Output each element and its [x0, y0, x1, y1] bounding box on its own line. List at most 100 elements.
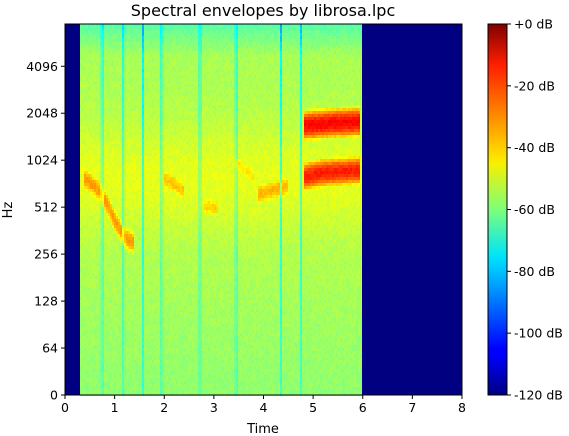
heatmap-cell	[158, 231, 160, 234]
heatmap-cell	[102, 204, 104, 207]
heatmap-cell	[114, 228, 116, 231]
heatmap-cell	[138, 135, 140, 138]
heatmap-cell	[128, 114, 130, 117]
heatmap-cell	[112, 189, 114, 192]
heatmap-cell	[112, 48, 114, 51]
heatmap-cell	[94, 225, 96, 228]
heatmap-cell	[156, 255, 158, 258]
heatmap-cell	[104, 45, 106, 48]
heatmap-cell	[154, 168, 156, 171]
heatmap-cell	[100, 108, 102, 111]
heatmap-cell	[118, 258, 120, 261]
heatmap-cell	[140, 108, 142, 111]
heatmap-cell	[96, 33, 98, 36]
heatmap-cell	[134, 255, 136, 258]
heatmap-cell	[110, 216, 112, 219]
heatmap-cell	[100, 297, 102, 300]
heatmap-cell	[82, 369, 84, 372]
heatmap-cell	[96, 87, 98, 90]
heatmap-cell	[144, 96, 146, 99]
heatmap-cell	[138, 237, 140, 240]
heatmap-cell	[126, 246, 128, 249]
heatmap-cell	[138, 297, 140, 300]
heatmap-cell	[88, 288, 90, 291]
heatmap-cell	[104, 51, 106, 54]
heatmap-cell	[80, 45, 82, 48]
heatmap-cell	[118, 162, 120, 165]
heatmap-cell	[80, 162, 82, 165]
heatmap-cell	[134, 225, 136, 228]
heatmap-cell	[88, 159, 90, 162]
heatmap-cell	[150, 267, 152, 270]
heatmap-cell	[120, 210, 122, 213]
heatmap-cell	[146, 102, 148, 105]
heatmap-cell	[126, 381, 128, 384]
heatmap-cell	[150, 252, 152, 255]
heatmap-cell	[132, 279, 134, 282]
heatmap-cell	[88, 144, 90, 147]
heatmap-cell	[108, 231, 110, 234]
heatmap-cell	[130, 183, 132, 186]
heatmap-cell	[102, 375, 104, 378]
heatmap-cell	[100, 372, 102, 375]
heatmap-cell	[98, 228, 100, 231]
heatmap-cell	[100, 339, 102, 342]
heatmap-cell	[98, 168, 100, 171]
heatmap-cell	[126, 267, 128, 270]
heatmap-cell	[112, 252, 114, 255]
heatmap-cell	[92, 30, 94, 33]
heatmap-cell	[104, 168, 106, 171]
heatmap-cell	[142, 240, 144, 243]
heatmap-cell	[88, 123, 90, 126]
heatmap-cell	[140, 63, 142, 66]
heatmap-cell	[114, 63, 116, 66]
heatmap-cell	[148, 195, 150, 198]
heatmap-cell	[90, 300, 92, 303]
heatmap-cell	[112, 366, 114, 369]
heatmap-cell	[128, 195, 130, 198]
heatmap-cell	[80, 84, 82, 87]
heatmap-cell	[142, 207, 144, 210]
heatmap-cell	[132, 255, 134, 258]
heatmap-cell	[154, 225, 156, 228]
heatmap-cell	[106, 105, 108, 108]
heatmap-cell	[140, 192, 142, 195]
heatmap-cell	[94, 195, 96, 198]
heatmap-cell	[138, 60, 140, 63]
heatmap-cell	[82, 273, 84, 276]
heatmap-cell	[120, 84, 122, 87]
heatmap-cell	[90, 309, 92, 312]
heatmap-cell	[146, 207, 148, 210]
heatmap-cell	[110, 183, 112, 186]
heatmap-cell	[104, 219, 106, 222]
heatmap-cell	[140, 105, 142, 108]
heatmap-cell	[96, 168, 98, 171]
heatmap-cell	[148, 111, 150, 114]
heatmap-cell	[104, 369, 106, 372]
heatmap-cell	[156, 213, 158, 216]
heatmap-cell	[112, 168, 114, 171]
heatmap-cell	[100, 93, 102, 96]
heatmap-cell	[82, 156, 84, 159]
heatmap-cell	[160, 75, 162, 78]
heatmap-cell	[94, 183, 96, 186]
heatmap-cell	[102, 297, 104, 300]
heatmap-cell	[152, 360, 154, 363]
heatmap-cell	[156, 351, 158, 354]
heatmap-cell	[134, 216, 136, 219]
heatmap-cell	[140, 354, 142, 357]
heatmap-cell	[152, 369, 154, 372]
heatmap-cell	[104, 318, 106, 321]
heatmap-cell	[120, 333, 122, 336]
heatmap-cell	[116, 162, 118, 165]
heatmap-cell	[82, 291, 84, 294]
heatmap-cell	[98, 192, 100, 195]
heatmap-cell	[110, 231, 112, 234]
heatmap-cell	[150, 378, 152, 381]
heatmap-cell	[94, 345, 96, 348]
heatmap-cell	[86, 168, 88, 171]
heatmap-cell	[112, 96, 114, 99]
heatmap-cell	[140, 273, 142, 276]
heatmap-cell	[104, 57, 106, 60]
heatmap-cell	[136, 81, 138, 84]
